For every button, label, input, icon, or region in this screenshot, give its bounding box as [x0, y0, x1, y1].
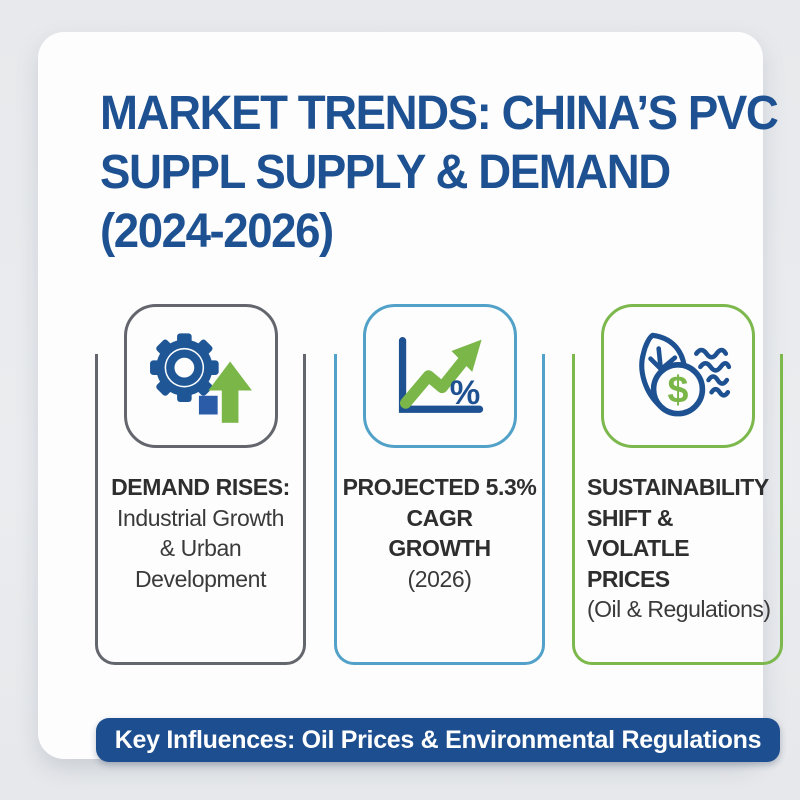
card-body-line: Development [134, 565, 267, 592]
trend-card-demand-rises: DEMAND RISES: Industrial Growth & Urban … [95, 304, 306, 665]
card-heading-line: CAGR [406, 504, 473, 531]
card-body-line: (2026) [407, 565, 472, 592]
svg-text:%: % [449, 374, 480, 412]
gear-growth-arrow-icon [149, 333, 252, 423]
card-heading-line: SUSTAINABILITY [587, 474, 769, 500]
card-heading-line: SHIFT & [587, 504, 673, 531]
icon-tile: $ [600, 304, 755, 448]
trend-card-projected-cagr: % PROJECTED 5.3% CAGR GROWTH (2026) [334, 304, 545, 665]
icon-tile: % [362, 304, 517, 448]
title-line-1: MARKET TRENDS: CHINA’S PVC [100, 87, 779, 140]
card-heading-line: PROJECTED 5.3% [342, 474, 537, 500]
card-body-line: (Oil & Regulations) [587, 596, 771, 622]
card-body-line: Industrial Growth [116, 504, 285, 531]
card-heading-line: GROWTH [388, 535, 491, 561]
card-heading-line: DEMAND RISES: [111, 474, 290, 500]
card-text: SUSTAINABILITY SHIFT & VOLATLE PRICES (O… [575, 472, 780, 625]
svg-text:$: $ [667, 368, 688, 410]
icon-tile [123, 304, 278, 448]
card-text: PROJECTED 5.3% CAGR GROWTH (2026) [337, 472, 542, 594]
growth-chart-percent-icon: % [398, 337, 483, 413]
banner-label: Key Influences: Oil Prices & Environment… [114, 726, 762, 754]
leaf-coin-volatility-icon: $ [638, 332, 731, 417]
title-line-3: (2024-2026) [100, 205, 334, 258]
content-panel: MARKET TRENDS: CHINA’S PVC SUPPL SUPPLY … [38, 32, 783, 762]
infographic-title: MARKET TRENDS: CHINA’S PVC SUPPL SUPPLY … [100, 84, 779, 261]
trend-card-sustainability-shift: $ SUSTAINABILITY SHIFT & VOLATLE PRICES … [572, 304, 783, 665]
key-influences-banner: Key Influences: Oil Prices & Environment… [96, 718, 780, 762]
card-heading-line: VOLATLE PRICES [587, 535, 690, 592]
card-text: DEMAND RISES: Industrial Growth & Urban … [98, 472, 303, 594]
card-body-line: & Urban [159, 535, 242, 561]
title-line-2: SUPPL SUPPLY & DEMAND [100, 146, 671, 199]
